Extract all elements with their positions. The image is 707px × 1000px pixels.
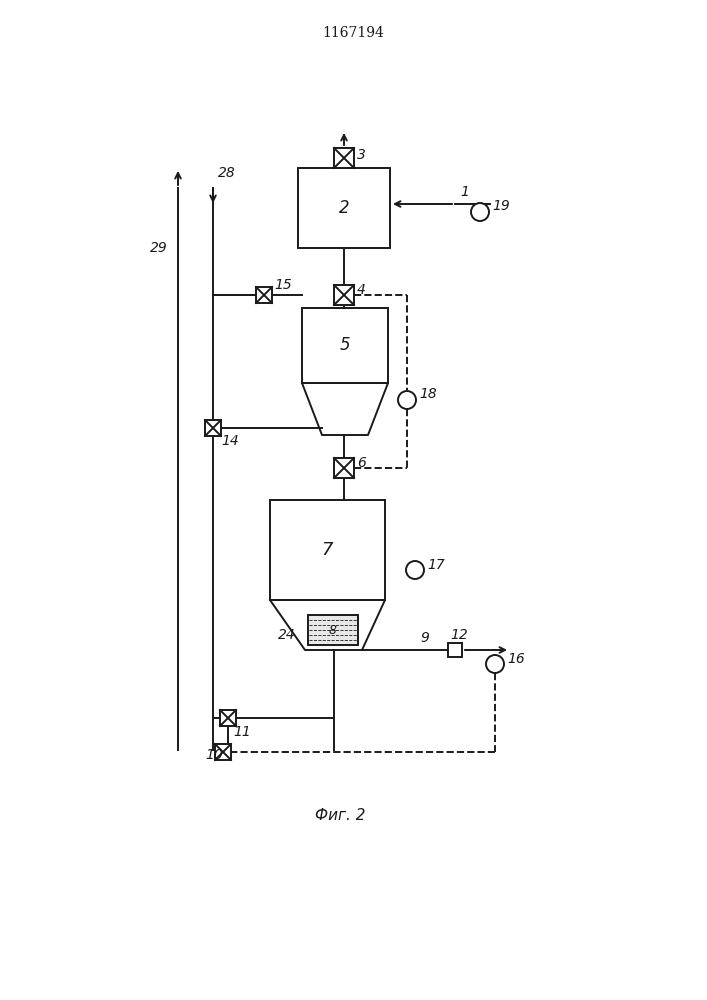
Bar bbox=[256, 287, 272, 303]
Text: 8: 8 bbox=[329, 624, 337, 637]
Circle shape bbox=[486, 655, 504, 673]
Text: 18: 18 bbox=[419, 387, 437, 401]
Text: 4: 4 bbox=[357, 283, 366, 297]
Text: 17: 17 bbox=[427, 558, 445, 572]
Text: 24: 24 bbox=[278, 628, 296, 642]
Text: 10: 10 bbox=[205, 748, 223, 762]
Bar bbox=[448, 643, 462, 657]
Bar bbox=[334, 148, 354, 168]
Bar bbox=[220, 710, 236, 726]
Text: 6: 6 bbox=[357, 456, 366, 470]
Text: 2: 2 bbox=[339, 199, 349, 217]
Bar bbox=[334, 458, 354, 478]
Bar bbox=[205, 420, 221, 436]
Text: 29: 29 bbox=[150, 241, 168, 255]
Text: 5: 5 bbox=[339, 336, 350, 355]
Bar bbox=[270, 500, 385, 600]
Text: 14: 14 bbox=[221, 434, 239, 448]
Text: Фиг. 2: Фиг. 2 bbox=[315, 808, 366, 822]
Text: 1: 1 bbox=[460, 185, 469, 199]
Circle shape bbox=[398, 391, 416, 409]
Bar bbox=[302, 308, 388, 383]
Text: 1167194: 1167194 bbox=[322, 26, 384, 40]
Bar bbox=[308, 615, 358, 645]
Bar bbox=[334, 285, 354, 305]
Text: 28: 28 bbox=[218, 166, 235, 180]
Text: 16: 16 bbox=[507, 652, 525, 666]
Circle shape bbox=[406, 561, 424, 579]
Bar bbox=[298, 168, 390, 248]
Text: 3: 3 bbox=[357, 148, 366, 162]
Circle shape bbox=[471, 203, 489, 221]
Text: 9: 9 bbox=[420, 631, 429, 645]
Text: 7: 7 bbox=[322, 541, 333, 559]
Text: 11: 11 bbox=[233, 725, 251, 739]
Bar bbox=[215, 744, 231, 760]
Text: 19: 19 bbox=[492, 199, 510, 213]
Text: 15: 15 bbox=[274, 278, 292, 292]
Text: 12: 12 bbox=[450, 628, 468, 642]
